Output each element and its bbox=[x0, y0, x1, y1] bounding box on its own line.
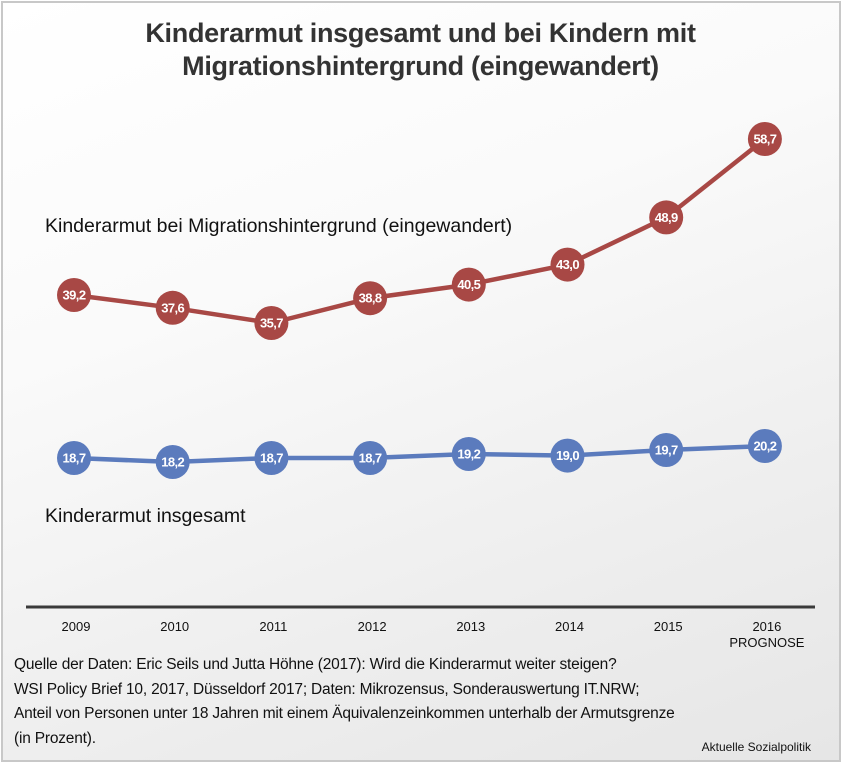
data-point-marker bbox=[57, 278, 91, 312]
series-label-migration: Kinderarmut bei Migrationshintergrund (e… bbox=[45, 215, 513, 237]
data-label: 19,7 bbox=[655, 443, 678, 458]
data-point-marker bbox=[155, 445, 190, 479]
data-point-marker bbox=[649, 200, 684, 235]
data-point-marker bbox=[254, 441, 289, 475]
chart-title: Kinderarmut insgesamt und bei Kindern mi… bbox=[0, 17, 841, 83]
series-label-total: Kinderarmut insgesamt bbox=[45, 505, 246, 527]
data-label: 20,2 bbox=[753, 439, 776, 454]
data-label: 18,7 bbox=[63, 451, 86, 466]
source-line-4: (in Prozent). bbox=[14, 729, 96, 747]
data-label: 37,6 bbox=[161, 300, 184, 315]
series-migration: 39,2 37,6 35,7 38,8 40,5 43,0 48,9 58,7 bbox=[57, 122, 782, 340]
chart-title-line-1: Kinderarmut insgesamt und bei Kindern mi… bbox=[145, 18, 696, 48]
data-point-marker bbox=[155, 290, 190, 325]
source-line-3: Anteil von Personen unter 18 Jahren mit … bbox=[14, 705, 675, 722]
data-label: 43,0 bbox=[556, 257, 579, 272]
data-point-marker bbox=[57, 441, 91, 475]
data-point-marker bbox=[451, 437, 486, 471]
credit-label: Aktuelle Sozialpolitik bbox=[701, 740, 811, 754]
data-label: 19,0 bbox=[556, 448, 579, 463]
source-note: Quelle der Daten: Eric Seils und Jutta H… bbox=[14, 653, 824, 751]
data-point-marker bbox=[550, 438, 585, 473]
data-label: 19,2 bbox=[457, 447, 480, 462]
data-label: 18,7 bbox=[260, 451, 283, 466]
x-tick-label: 2014 bbox=[555, 619, 584, 634]
x-tick-label: 2016 bbox=[752, 619, 781, 634]
chart-title-line-2: Migrationshintergrund (eingewandert) bbox=[182, 51, 659, 81]
source-line-2: WSI Policy Brief 10, 2017, Düsseldorf 20… bbox=[14, 680, 640, 698]
x-tick-sublabel: PROGNOSE bbox=[729, 635, 804, 650]
data-point-marker bbox=[353, 281, 388, 316]
data-point-marker bbox=[254, 306, 289, 340]
data-label: 40,5 bbox=[457, 277, 480, 292]
data-point-marker bbox=[649, 433, 684, 467]
data-point-marker bbox=[747, 429, 782, 463]
data-point-marker bbox=[451, 267, 486, 302]
data-point-marker bbox=[550, 247, 585, 282]
x-tick-label: 2012 bbox=[358, 619, 387, 634]
x-tick-label: 2013 bbox=[456, 619, 485, 634]
data-point-marker bbox=[747, 122, 782, 156]
data-label: 38,8 bbox=[359, 291, 382, 306]
data-label: 35,7 bbox=[260, 316, 283, 331]
x-tick-label: 2015 bbox=[654, 619, 683, 634]
x-tick-label: 2009 bbox=[62, 619, 91, 634]
data-label: 39,2 bbox=[63, 288, 86, 303]
data-label: 58,7 bbox=[753, 132, 776, 147]
data-label: 18,2 bbox=[161, 455, 184, 470]
x-tick-label: 2010 bbox=[160, 619, 189, 634]
data-label: 48,9 bbox=[655, 210, 678, 225]
data-label: 18,7 bbox=[359, 451, 382, 466]
x-tick-label: 2011 bbox=[259, 619, 287, 634]
data-point-marker bbox=[353, 441, 388, 475]
source-line-1: Quelle der Daten: Eric Seils und Jutta H… bbox=[14, 656, 617, 673]
series-total: 18,7 18,2 18,7 18,7 19,2 19,0 19,7 20,2 bbox=[57, 429, 782, 479]
